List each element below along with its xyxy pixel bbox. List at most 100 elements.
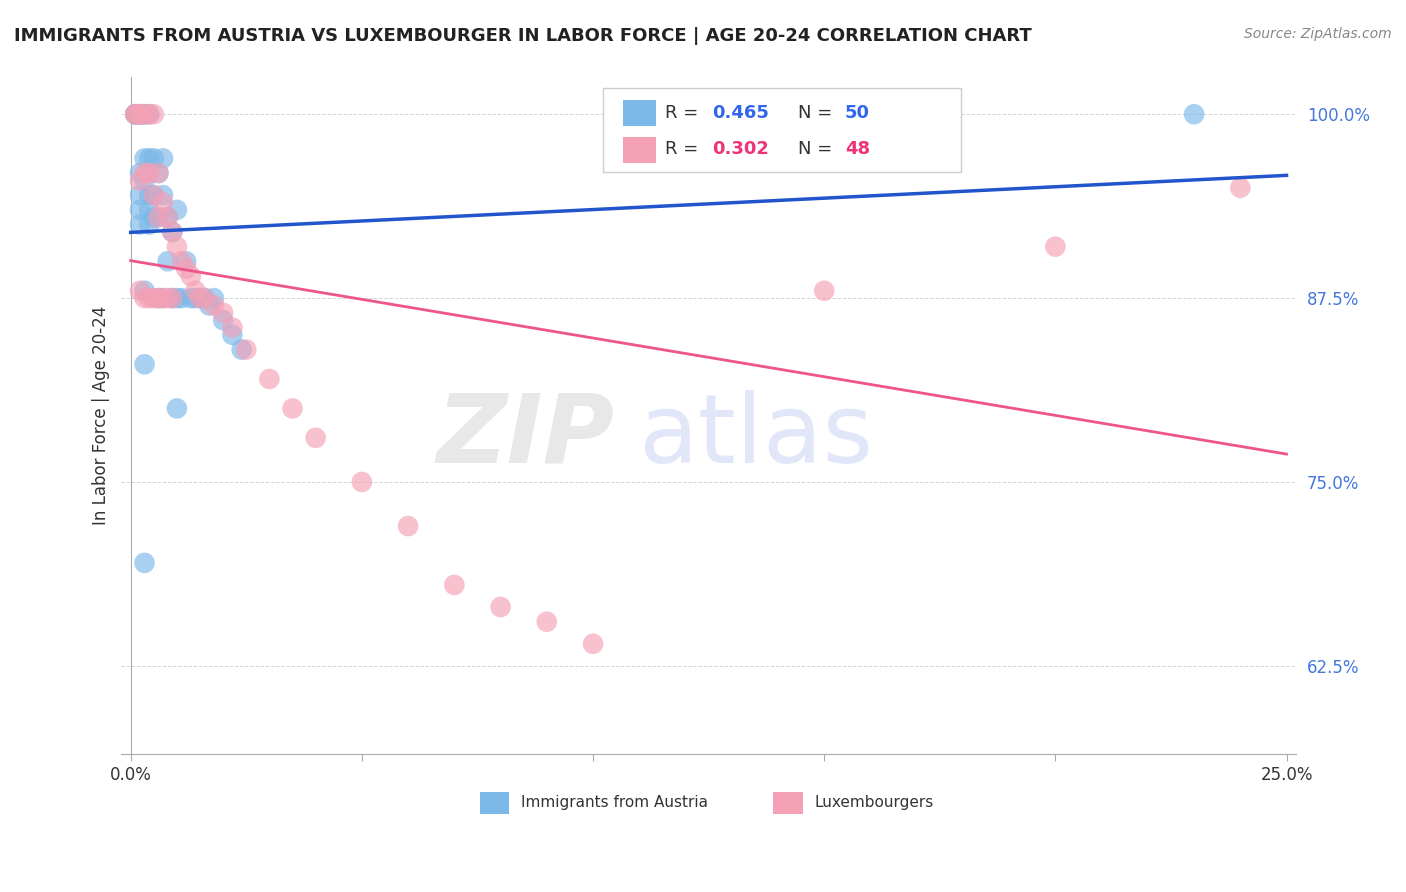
Point: [170, 291, 193, 305]
Point: [813, 284, 835, 298]
Point: [166, 239, 188, 253]
Point: [129, 107, 152, 121]
Point: [202, 298, 225, 312]
Point: [536, 615, 558, 629]
Point: [148, 291, 170, 305]
Point: [129, 107, 152, 121]
Point: [180, 268, 202, 283]
Point: [124, 107, 146, 121]
Text: ZIP: ZIP: [437, 390, 614, 483]
Point: [124, 107, 146, 121]
Point: [129, 202, 152, 217]
Point: [396, 519, 419, 533]
Text: 0.302: 0.302: [713, 140, 769, 159]
Point: [142, 152, 165, 166]
Point: [148, 291, 170, 305]
Point: [129, 107, 152, 121]
Point: [162, 291, 184, 305]
Point: [162, 291, 184, 305]
Text: atlas: atlas: [638, 390, 873, 483]
Point: [231, 343, 253, 357]
Point: [184, 284, 207, 298]
Point: [142, 188, 165, 202]
Point: [582, 637, 605, 651]
Point: [134, 173, 156, 187]
Point: [142, 291, 165, 305]
Point: [489, 600, 512, 615]
Point: [628, 107, 651, 121]
Point: [162, 225, 184, 239]
Point: [188, 291, 211, 305]
Point: [162, 225, 184, 239]
Point: [221, 327, 243, 342]
Text: N =: N =: [797, 103, 838, 122]
Point: [142, 188, 165, 202]
Point: [134, 107, 156, 121]
Point: [138, 107, 160, 121]
Point: [174, 261, 197, 276]
Point: [156, 210, 179, 224]
Point: [166, 401, 188, 416]
Text: 50: 50: [845, 103, 870, 122]
Point: [129, 166, 152, 180]
Text: Source: ZipAtlas.com: Source: ZipAtlas.com: [1244, 27, 1392, 41]
Point: [184, 291, 207, 305]
Point: [142, 210, 165, 224]
Point: [129, 284, 152, 298]
Text: N =: N =: [797, 140, 838, 159]
Point: [1045, 239, 1067, 253]
Point: [134, 357, 156, 371]
Point: [134, 166, 156, 180]
Y-axis label: In Labor Force | Age 20-24: In Labor Force | Age 20-24: [93, 306, 110, 525]
Point: [134, 152, 156, 166]
Point: [212, 313, 235, 327]
Point: [350, 475, 373, 489]
Point: [124, 107, 146, 121]
Point: [134, 107, 156, 121]
Point: [138, 188, 160, 202]
Text: Luxembourgers: Luxembourgers: [814, 796, 934, 810]
Text: 0.465: 0.465: [713, 103, 769, 122]
Point: [152, 291, 174, 305]
Point: [194, 291, 217, 305]
Point: [198, 298, 221, 312]
Point: [166, 291, 188, 305]
Point: [281, 401, 304, 416]
Point: [142, 107, 165, 121]
Point: [152, 188, 174, 202]
Point: [129, 188, 152, 202]
Point: [1229, 181, 1251, 195]
Text: R =: R =: [665, 140, 704, 159]
Text: Immigrants from Austria: Immigrants from Austria: [520, 796, 707, 810]
Point: [148, 210, 170, 224]
Point: [134, 284, 156, 298]
Point: [443, 578, 465, 592]
Point: [152, 195, 174, 210]
Bar: [479, 792, 509, 814]
Point: [129, 107, 152, 121]
Point: [152, 152, 174, 166]
Point: [129, 107, 152, 121]
Point: [259, 372, 281, 386]
Point: [124, 107, 146, 121]
Point: [152, 291, 174, 305]
Point: [148, 166, 170, 180]
Point: [138, 107, 160, 121]
Point: [174, 254, 197, 268]
Point: [156, 254, 179, 268]
Point: [129, 173, 152, 187]
Point: [170, 254, 193, 268]
Point: [156, 291, 179, 305]
Point: [134, 556, 156, 570]
FancyBboxPatch shape: [603, 87, 962, 172]
Text: 48: 48: [845, 140, 870, 159]
Point: [156, 210, 179, 224]
Point: [138, 152, 160, 166]
Point: [124, 107, 146, 121]
Point: [134, 107, 156, 121]
Point: [138, 166, 160, 180]
Point: [304, 431, 326, 445]
Point: [138, 202, 160, 217]
Point: [138, 291, 160, 305]
Text: R =: R =: [665, 103, 704, 122]
